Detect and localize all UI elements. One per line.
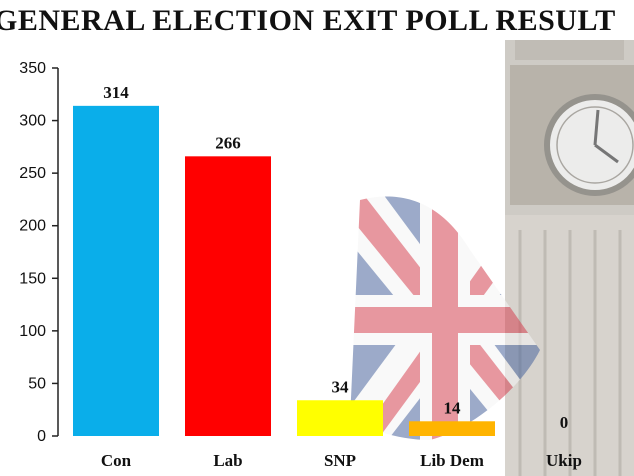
y-tick-label: 0 [37,428,46,445]
y-tick-label: 350 [19,60,46,77]
data-label: 34 [332,377,350,396]
y-tick-label: 200 [19,218,46,235]
y-tick-label: 150 [19,270,46,287]
y-tick-label: 50 [28,375,46,392]
data-label: 14 [444,398,462,417]
bar-lib-dem [409,421,495,436]
data-label: 314 [103,83,129,102]
category-label: Lab [213,451,242,470]
chart-axes: 0 50 100 150 200 250 300 350 [19,60,59,445]
bar-con [73,105,159,436]
data-label: 0 [560,413,569,432]
bar-lab [185,156,271,436]
chart-labels: 314 Con 266 Lab 34 SNP 14 Lib Dem 0 Ukip [101,83,582,470]
category-label: Ukip [546,451,582,470]
category-label: Con [101,451,132,470]
y-tick-label: 300 [19,113,46,130]
data-label: 266 [215,133,241,152]
chart-title: GENERAL ELECTION EXIT POLL RESULT [0,4,616,37]
bar-snp [297,400,383,436]
category-label: Lib Dem [420,451,484,470]
chart-bars [73,105,495,436]
category-label: SNP [324,451,356,470]
y-tick-label: 250 [19,165,46,182]
y-tick-label: 100 [19,323,46,340]
